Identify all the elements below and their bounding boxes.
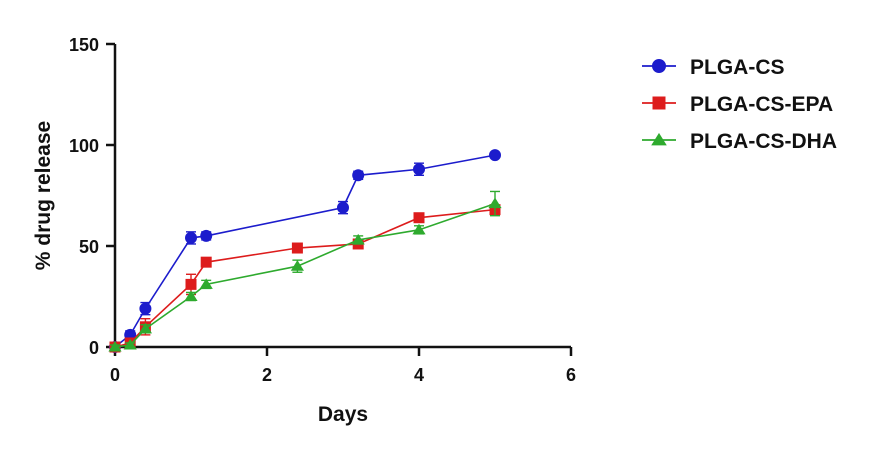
legend-marker bbox=[652, 96, 666, 110]
x-tick-label: 0 bbox=[110, 365, 120, 385]
legend-label: PLGA-CS-EPA bbox=[690, 93, 833, 116]
legend-label: PLGA-CS-DHA bbox=[690, 130, 837, 153]
legend-item-0: PLGA-CS bbox=[642, 56, 785, 79]
data-point bbox=[108, 340, 122, 352]
data-point bbox=[351, 233, 365, 245]
y-tick-label: 100 bbox=[69, 136, 99, 156]
y-axis-title: % drug release bbox=[32, 121, 55, 270]
series-2 bbox=[108, 190, 502, 352]
plot-area bbox=[108, 149, 502, 353]
data-point bbox=[488, 197, 502, 209]
data-point bbox=[138, 322, 152, 334]
series-0 bbox=[109, 149, 501, 353]
y-tick-label: 0 bbox=[89, 338, 99, 358]
series-line bbox=[114, 202, 496, 348]
data-point bbox=[199, 278, 213, 289]
legend-label: PLGA-CS bbox=[690, 56, 785, 79]
data-point bbox=[413, 212, 425, 224]
legend: PLGA-CS PLGA-CS-EPA PLGA-CS-DHA bbox=[642, 56, 837, 153]
data-point bbox=[200, 256, 212, 268]
legend-item-1: PLGA-CS-EPA bbox=[642, 93, 833, 116]
y-tick-label: 150 bbox=[69, 35, 99, 55]
data-point bbox=[291, 242, 303, 254]
x-tick-label: 4 bbox=[414, 365, 424, 385]
data-point bbox=[184, 290, 198, 302]
series-line bbox=[114, 154, 496, 348]
data-point bbox=[337, 201, 349, 214]
data-point bbox=[185, 231, 197, 244]
data-point bbox=[139, 302, 152, 315]
x-axis-title: Days bbox=[318, 403, 368, 426]
data-point bbox=[290, 260, 304, 271]
series-1 bbox=[109, 204, 501, 353]
data-point bbox=[489, 149, 501, 162]
y-tick-label: 50 bbox=[79, 237, 99, 257]
data-point bbox=[200, 229, 213, 242]
x-tick-label: 2 bbox=[262, 365, 272, 385]
data-point bbox=[413, 163, 425, 176]
x-tick-label: 6 bbox=[566, 365, 576, 385]
legend-marker bbox=[651, 132, 667, 146]
data-point bbox=[352, 169, 365, 182]
series-line bbox=[114, 208, 496, 348]
legend-marker bbox=[652, 59, 666, 73]
legend-item-2: PLGA-CS-DHA bbox=[642, 130, 837, 153]
data-point bbox=[412, 223, 426, 235]
axes: 0 2 4 6 0 50 100 150 Days % drug release bbox=[32, 35, 576, 426]
data-point bbox=[185, 278, 197, 290]
data-point bbox=[123, 338, 137, 350]
